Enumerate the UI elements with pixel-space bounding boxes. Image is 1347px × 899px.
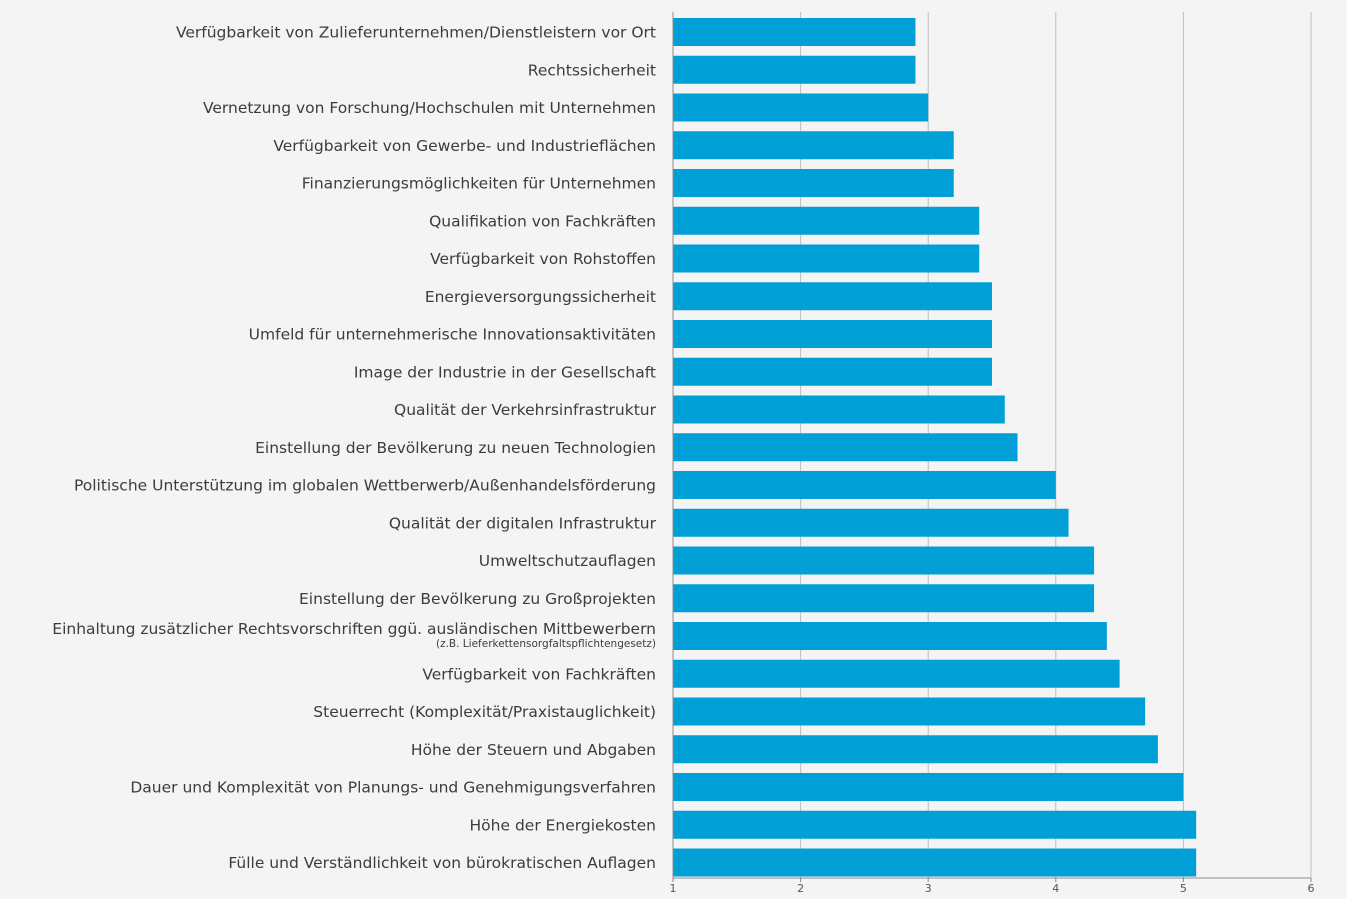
category-label: Höhe der Steuern und Abgaben bbox=[411, 741, 656, 759]
category-label: Verfügbarkeit von Rohstoffen bbox=[430, 250, 656, 268]
category-note: (z.B. Lieferkettensorgfaltspflichtengese… bbox=[436, 638, 656, 650]
category-label: Höhe der Energiekosten bbox=[470, 816, 656, 834]
bar-22 bbox=[673, 848, 1197, 877]
bar-13 bbox=[673, 508, 1069, 537]
x-tick-label: 4 bbox=[1052, 882, 1059, 895]
category-label: Rechtssicherheit bbox=[528, 61, 656, 79]
bar-8 bbox=[673, 320, 992, 348]
x-axis: 1 2 3 4 5 6 bbox=[670, 12, 1315, 895]
bar-2 bbox=[673, 93, 929, 122]
bar-10 bbox=[673, 395, 1005, 424]
category-label: Steuerrecht (Komplexität/Praxistauglichk… bbox=[313, 703, 656, 721]
category-label: Vernetzung von Forschung/Hochschulen mit… bbox=[203, 99, 656, 117]
bar-17 bbox=[673, 659, 1120, 688]
bar-0 bbox=[673, 18, 916, 46]
bars bbox=[673, 18, 1197, 877]
category-label: Einstellung der Bevölkerung zu neuen Tec… bbox=[255, 439, 656, 457]
bar-11 bbox=[673, 433, 1018, 462]
bar-1 bbox=[673, 55, 916, 84]
category-label: Verfügbarkeit von Fachkräften bbox=[422, 665, 656, 683]
category-label: Einstellung der Bevölkerung zu Großproje… bbox=[299, 590, 656, 608]
category-label: Politische Unterstützung im globalen Wet… bbox=[74, 477, 656, 495]
category-label: Umfeld für unternehmerische Innovationsa… bbox=[249, 326, 656, 344]
category-label: Qualität der Verkehrsinfrastruktur bbox=[394, 401, 657, 419]
bar-19 bbox=[673, 735, 1158, 764]
category-label: Dauer und Komplexität von Planungs- und … bbox=[130, 779, 656, 797]
category-label: Finanzierungsmöglichkeiten für Unternehm… bbox=[302, 175, 656, 193]
bar-14 bbox=[673, 546, 1095, 575]
bar-20 bbox=[673, 773, 1184, 801]
category-label: Verfügbarkeit von Zulieferunternehmen/Di… bbox=[176, 24, 656, 42]
category-label: Umweltschutzauflagen bbox=[479, 552, 656, 570]
x-tick-label: 6 bbox=[1308, 882, 1315, 895]
bar-15 bbox=[673, 584, 1095, 613]
category-label: Qualifikation von Fachkräften bbox=[429, 212, 656, 230]
category-label: Fülle und Verständlichkeit von bürokrati… bbox=[228, 854, 656, 872]
category-labels: Verfügbarkeit von Zulieferunternehmen/Di… bbox=[52, 24, 656, 873]
bar-18 bbox=[673, 697, 1146, 726]
x-tick-label: 3 bbox=[925, 882, 932, 895]
x-tick-label: 5 bbox=[1180, 882, 1187, 895]
bar-6 bbox=[673, 244, 980, 273]
category-label: Image der Industrie in der Gesellschaft bbox=[354, 363, 656, 381]
bar-5 bbox=[673, 206, 980, 235]
bar-3 bbox=[673, 131, 954, 160]
bar-4 bbox=[673, 169, 954, 197]
bar-21 bbox=[673, 810, 1197, 839]
bar-9 bbox=[673, 357, 992, 386]
category-label: Einhaltung zusätzlicher Rechtsvorschrift… bbox=[52, 620, 656, 638]
x-tick-label: 1 bbox=[670, 882, 677, 895]
bar-7 bbox=[673, 282, 992, 311]
x-tick-label: 2 bbox=[797, 882, 804, 895]
category-label: Energieversorgungssicherheit bbox=[425, 288, 656, 306]
bar-12 bbox=[673, 471, 1056, 499]
category-label: Verfügbarkeit von Gewerbe- und Industrie… bbox=[273, 137, 656, 155]
category-label: Qualität der digitalen Infrastruktur bbox=[389, 514, 657, 532]
bar-16 bbox=[673, 622, 1107, 650]
